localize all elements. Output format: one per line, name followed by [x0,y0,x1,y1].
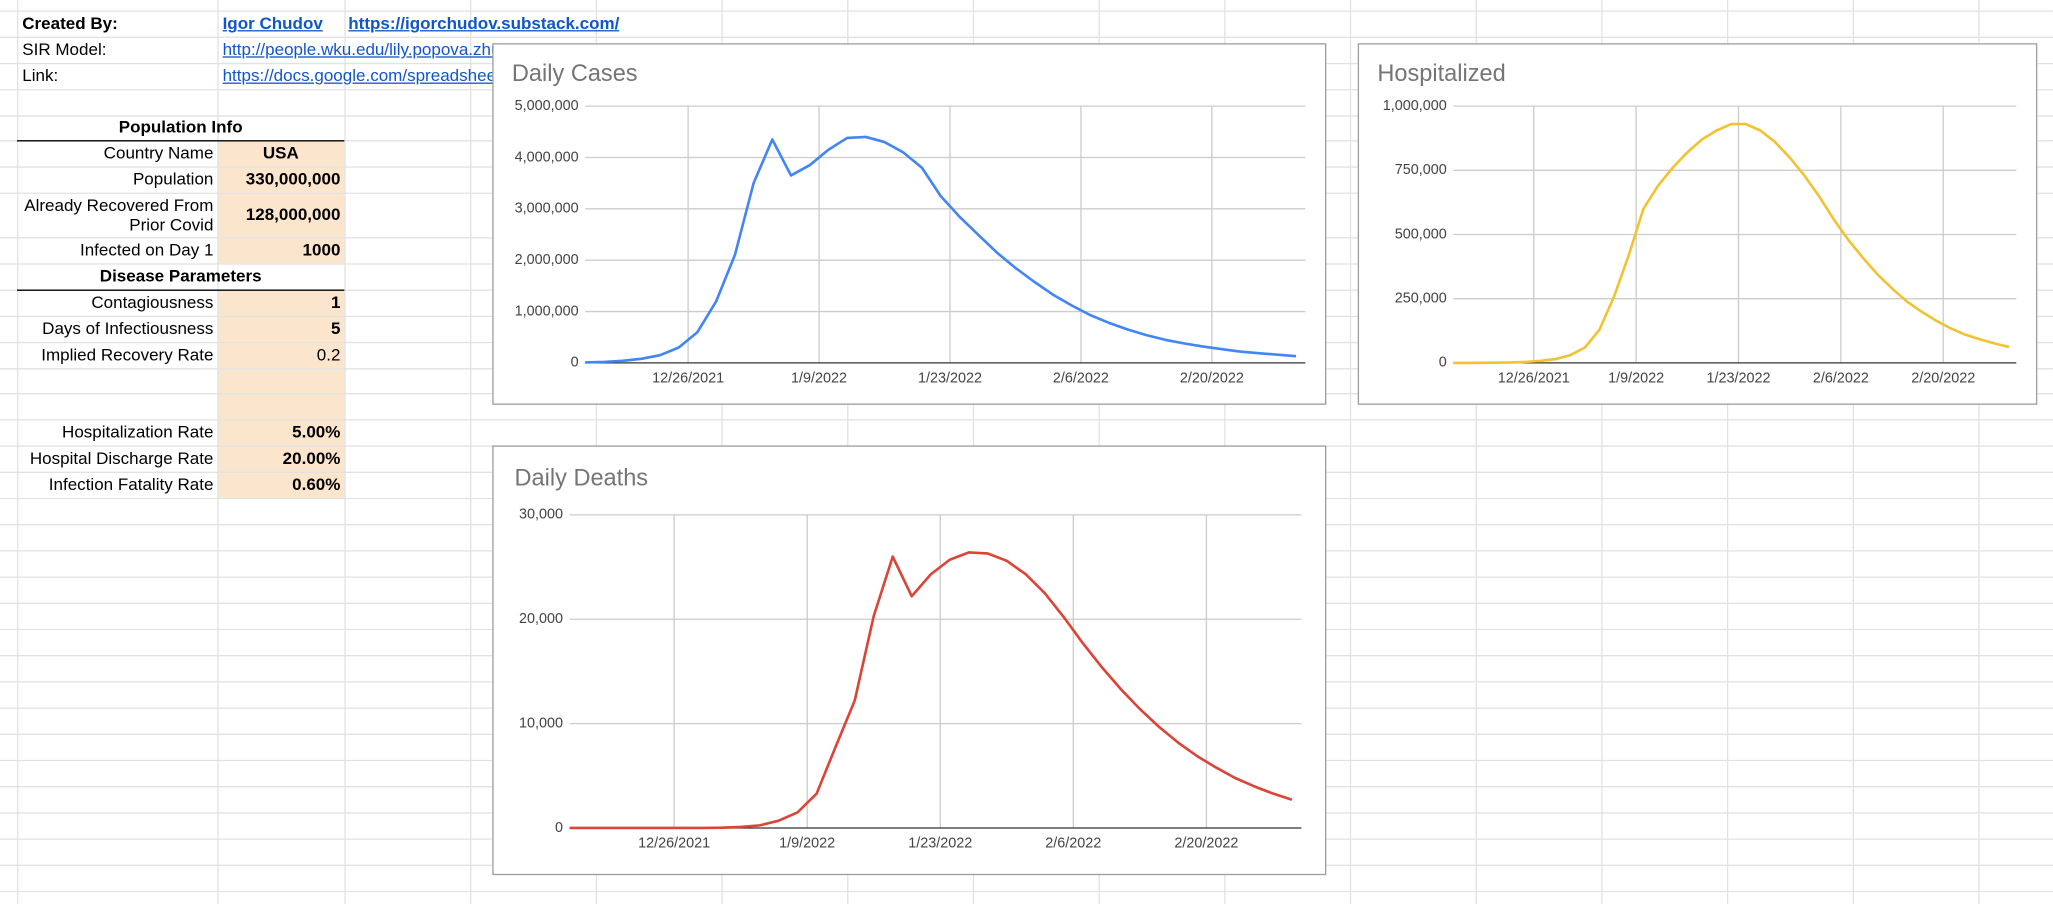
y-tick-label: 750,000 [1395,162,1447,178]
data-line [1453,122,2010,365]
row-value: 20.00% [282,448,341,468]
input-cell [217,445,345,472]
row-label: Infected on Day 1 [79,239,214,260]
chart-title: Daily Deaths [515,465,649,491]
input-cell [217,192,345,238]
row-label: Hospitalization Rate [62,421,214,442]
y-tick-label: 5,000,000 [515,98,579,114]
section-header: Disease Parameters [99,265,262,286]
link[interactable]: https://igorchudov.substack.com/ [348,13,620,33]
x-tick-label: 1/9/2022 [791,370,847,386]
row-label: Contagiousness [91,292,214,312]
section-header: Population Info [118,116,243,137]
input-cell [217,315,345,342]
x-tick-label: 1/23/2022 [908,835,972,851]
label: Created By: [22,13,118,33]
x-tick-label: 12/26/2021 [638,835,710,851]
y-tick-label: 30,000 [519,507,563,523]
y-tick-label: 0 [1439,355,1447,371]
data-line [569,551,1293,830]
input-cell [217,140,345,167]
row-value: 1000 [302,239,341,260]
row-label: Already Recovered From Prior Covid [24,195,214,235]
chart-frame [492,43,1327,405]
x-tick-label: 2/6/2022 [1813,370,1869,386]
label: SIR Model: [22,39,107,59]
y-tick-label: 2,000,000 [515,252,579,268]
label: Link: [22,65,59,86]
row-value: 1 [330,292,341,312]
row-value: 0.2 [316,344,341,365]
row-value: 0.60% [292,474,341,494]
y-tick-label: 20,000 [519,611,563,627]
x-tick-label: 2/6/2022 [1053,370,1109,386]
input-cell [217,237,345,264]
row-label: Infection Fatality Rate [48,474,214,494]
input-cell [217,289,345,316]
y-tick-label: 0 [571,355,579,371]
link[interactable]: Igor Chudov [222,13,323,33]
input-cell [217,419,345,446]
input-cell [217,368,345,394]
y-tick-label: 10,000 [519,715,563,731]
row-label: Country Name [103,142,214,163]
x-tick-label: 2/6/2022 [1045,835,1101,851]
chart-frame [492,445,1327,876]
x-tick-label: 2/20/2022 [1180,370,1244,386]
row-label: Implied Recovery Rate [41,344,214,365]
input-cell [217,393,345,420]
y-tick-label: 500,000 [1395,226,1447,242]
y-tick-label: 1,000,000 [515,303,579,319]
link[interactable]: https://docs.google.com/spreadsheet [222,65,501,86]
y-tick-label: 0 [555,820,563,836]
input-cell [217,341,345,369]
x-tick-label: 12/26/2021 [1498,370,1570,386]
input-cell [217,166,345,193]
x-tick-label: 1/9/2022 [779,835,835,851]
chart-title: Daily Cases [512,60,638,86]
y-tick-label: 250,000 [1395,290,1447,306]
row-value: 330,000,000 [245,169,341,189]
x-tick-label: 1/23/2022 [1706,370,1770,386]
chart-title: Hospitalized [1377,60,1505,86]
row-label: Hospital Discharge Rate [29,448,214,468]
input-cell [217,471,345,498]
row-value: 128,000,000 [245,204,341,225]
row-value: 5.00% [292,421,341,442]
x-tick-label: 1/9/2022 [1608,370,1664,386]
row-value: 5 [330,318,341,339]
y-tick-label: 3,000,000 [515,201,579,217]
x-tick-label: 2/20/2022 [1174,835,1238,851]
x-tick-label: 2/20/2022 [1911,370,1975,386]
chart-frame [1357,43,2038,405]
x-tick-label: 1/23/2022 [918,370,982,386]
y-tick-label: 4,000,000 [515,149,579,165]
row-label: Population [132,169,214,189]
link[interactable]: http://people.wku.edu/lily.popova.zhu [222,39,501,59]
x-tick-label: 12/26/2021 [652,370,724,386]
row-label: Days of Infectiousness [42,318,214,339]
y-tick-label: 1,000,000 [1383,98,1447,114]
data-line [585,135,1297,364]
row-value: USA [262,142,299,163]
